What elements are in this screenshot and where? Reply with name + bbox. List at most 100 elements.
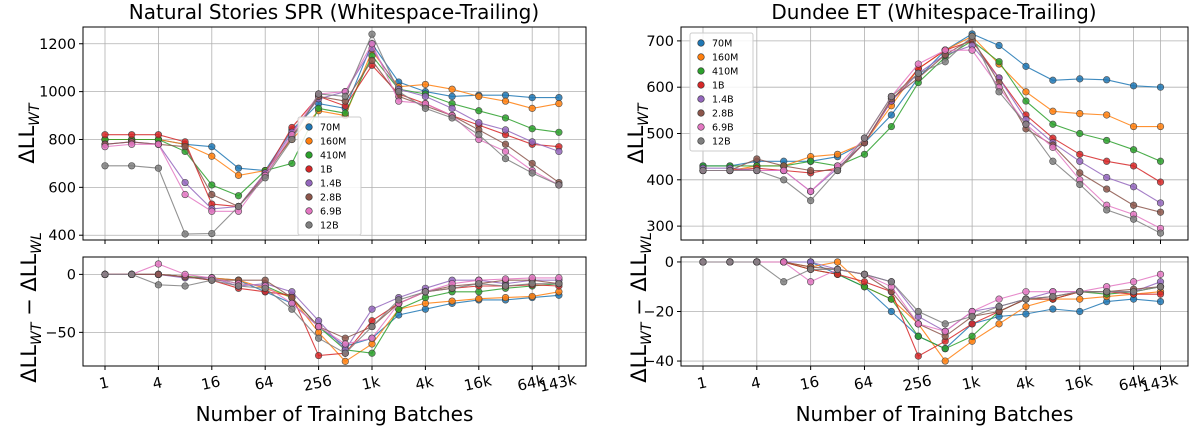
series-line	[703, 40, 1161, 167]
x-tick-label: 1k	[960, 372, 982, 393]
series-line	[105, 64, 559, 208]
y-tick-label: 1200	[39, 37, 76, 53]
data-point	[101, 131, 109, 139]
y-axis-title-bottom: ΔLLWT − ΔLLWL	[17, 232, 45, 383]
data-point	[833, 150, 842, 158]
data-point	[341, 92, 349, 101]
legend-marker	[697, 95, 705, 103]
x-tick-label: 16	[200, 372, 222, 394]
data-point	[368, 305, 376, 313]
data-point	[968, 32, 976, 40]
data-point	[1049, 107, 1057, 115]
legend-marker	[697, 67, 705, 75]
x-tick-label: 16	[798, 372, 820, 394]
legend-marker	[305, 123, 313, 131]
data-point	[208, 143, 216, 151]
data-point	[1076, 129, 1084, 138]
data-point	[368, 334, 376, 342]
legend-box	[297, 116, 362, 236]
series-6.9B	[101, 260, 563, 348]
data-point	[941, 357, 949, 365]
data-point	[395, 296, 403, 304]
x-tick-label: 1	[97, 373, 110, 393]
y-tick-label: 0	[665, 255, 674, 271]
x-tick-label: 4k	[414, 372, 436, 393]
panel-title: Natural Stories SPR (Whitespace-Trailing…	[129, 0, 539, 24]
data-point	[968, 332, 976, 340]
series-160M	[699, 32, 1165, 175]
data-point	[421, 104, 430, 112]
data-point	[261, 174, 269, 182]
x-tick-label: 1k	[360, 372, 382, 393]
data-point	[501, 155, 510, 163]
series-line	[104, 59, 560, 208]
data-point	[528, 138, 536, 146]
legend-label: 1B	[320, 165, 333, 176]
data-point	[1049, 120, 1057, 128]
data-point	[128, 140, 136, 148]
data-point	[1022, 62, 1030, 70]
data-point	[368, 322, 376, 331]
data-point	[914, 307, 922, 316]
series-line	[703, 37, 1161, 213]
y-tick-label: 1000	[39, 85, 76, 101]
data-point	[341, 349, 349, 357]
data-point	[1022, 88, 1030, 96]
data-point	[181, 143, 189, 151]
data-point	[699, 166, 707, 175]
data-point	[807, 278, 815, 286]
legend-label: 2.8B	[712, 109, 734, 120]
series-line	[105, 273, 559, 339]
legend-label: 160M	[320, 137, 346, 148]
y-tick-label: 700	[646, 34, 674, 50]
x-axis-title: Number of Training Batches	[196, 402, 474, 426]
data-point	[1049, 305, 1057, 313]
series-line	[105, 273, 559, 354]
legend: 70M 160M 410M 1B 1.4B 2.8B 6.9B 12B	[689, 32, 754, 152]
data-point	[448, 284, 456, 292]
x-tick-label: 4k	[1014, 372, 1036, 393]
data-point	[261, 284, 269, 292]
data-point	[995, 58, 1003, 66]
data-point	[1129, 201, 1138, 209]
data-point	[1103, 76, 1111, 84]
data-point	[1022, 295, 1030, 303]
data-point	[1156, 229, 1165, 237]
y-tick-label: 400	[646, 173, 674, 189]
data-point	[1076, 169, 1084, 177]
data-point	[1022, 302, 1030, 311]
data-point	[914, 69, 922, 77]
data-point	[315, 351, 323, 360]
data-point	[421, 288, 430, 296]
data-point	[807, 157, 815, 165]
data-point	[181, 270, 189, 278]
data-point	[555, 128, 563, 136]
series-line	[703, 35, 1161, 172]
data-point	[887, 278, 895, 286]
legend-label: 12B	[712, 137, 731, 148]
data-point	[501, 91, 510, 99]
data-point	[315, 334, 323, 342]
data-point	[288, 305, 296, 313]
data-point	[528, 159, 536, 168]
data-point	[914, 60, 922, 68]
data-point	[780, 278, 788, 286]
data-point	[368, 40, 376, 48]
data-point	[555, 280, 563, 288]
legend-marker	[697, 123, 705, 131]
data-point	[1156, 83, 1165, 91]
axes-frame	[82, 256, 587, 367]
data-point	[528, 125, 536, 133]
data-point	[288, 159, 296, 168]
panel-1: Natural Stories SPR (Whitespace-Trailing…	[15, 0, 587, 426]
y-tick-label: 600	[646, 80, 674, 96]
data-point	[1049, 143, 1057, 151]
data-point	[1156, 270, 1165, 278]
series-line	[105, 273, 559, 357]
legend-label: 410M	[712, 67, 738, 78]
data-point	[807, 187, 815, 195]
legend-marker	[305, 179, 313, 187]
data-point	[887, 92, 895, 101]
data-point	[914, 320, 922, 328]
data-point	[528, 292, 536, 301]
